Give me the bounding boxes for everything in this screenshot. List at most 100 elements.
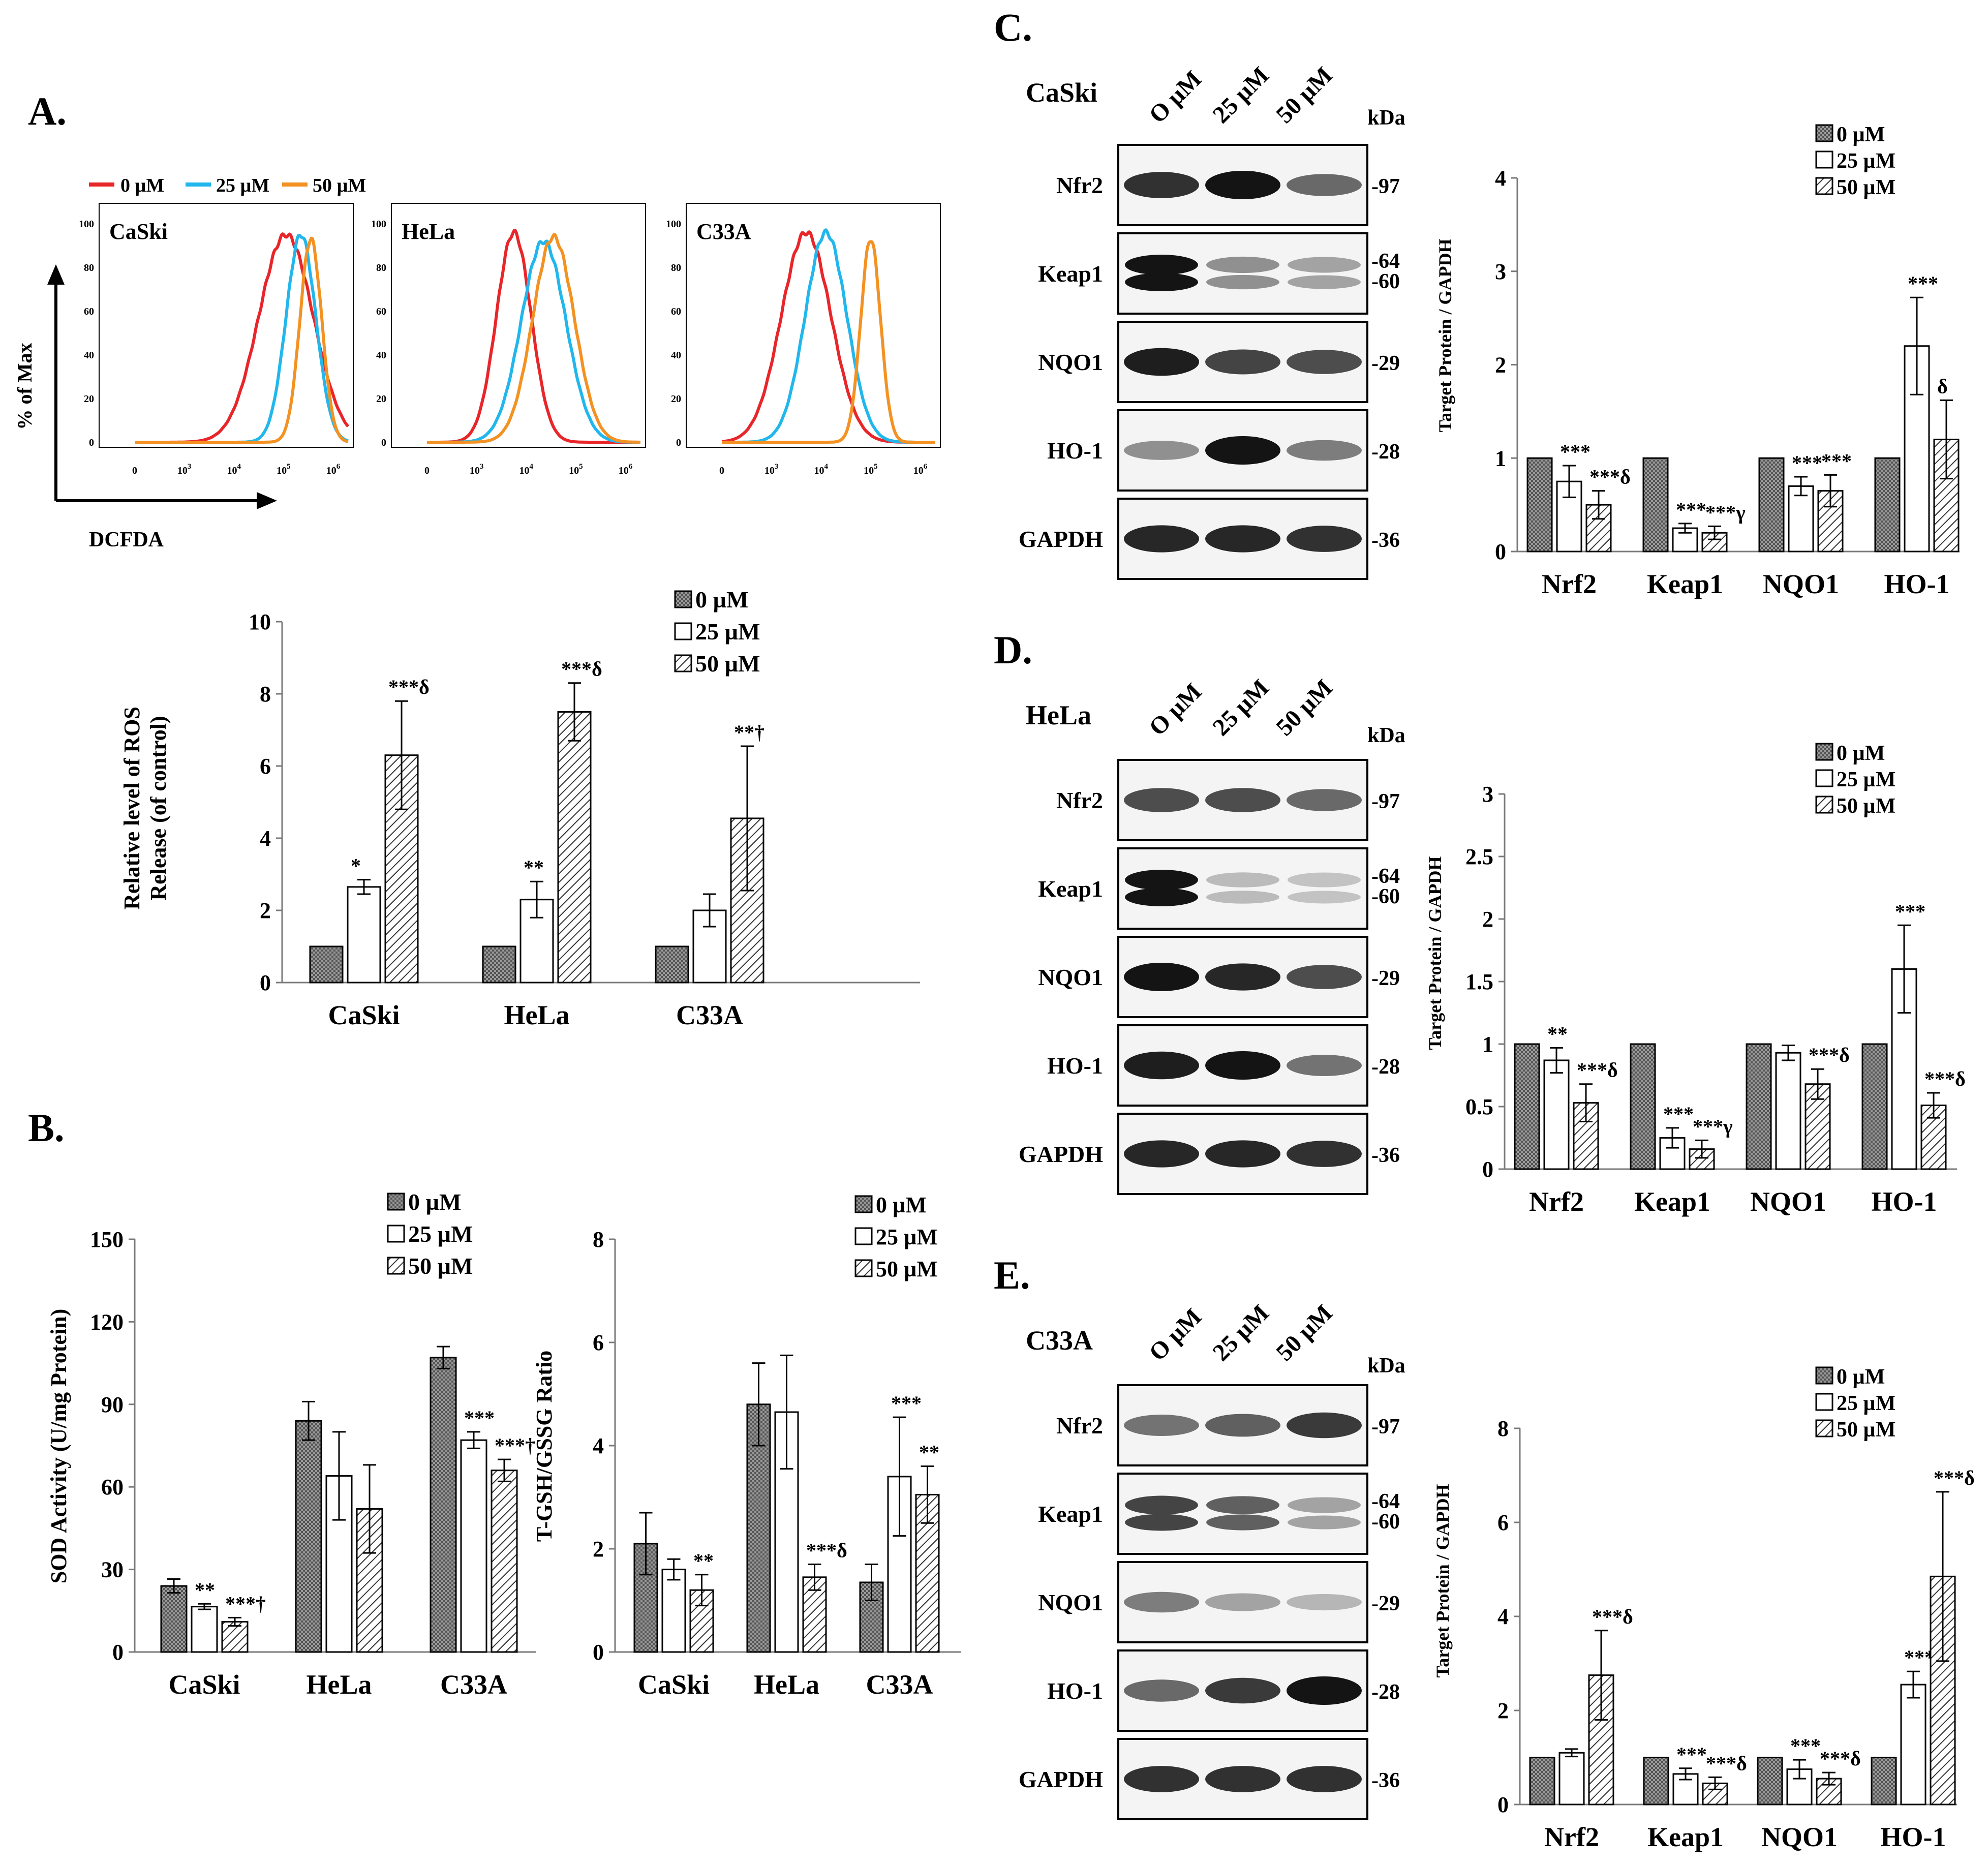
histogram-y-tick: 60	[84, 306, 94, 317]
significance-label: ***	[1560, 440, 1591, 463]
flow-legend: 0 µM 25 µM 50 µM	[89, 175, 366, 196]
panel-label-e: E.	[994, 1253, 1030, 1297]
histogram-x-tick: 103	[470, 463, 484, 476]
blot-band	[1205, 1766, 1280, 1792]
legend-swatch	[854, 1227, 873, 1245]
blot-row-gapdh: GAPDH -36	[1019, 1738, 1400, 1820]
y-axis-label: Release (of control)	[146, 716, 171, 900]
blot-row-nqo1: NQO1 -29	[1038, 321, 1400, 403]
blot-mw-marker: -36	[1371, 1769, 1400, 1792]
significance-label: ***†	[495, 1434, 535, 1457]
blot-band	[1287, 1594, 1362, 1611]
legend-label: 0 µM	[408, 1189, 461, 1215]
blot-band	[1287, 1766, 1362, 1792]
blot-band	[1287, 440, 1362, 461]
x-tick-label: Nrf2	[1529, 1186, 1584, 1217]
blot-band	[1287, 1412, 1362, 1439]
ros-bar-chart: 0 2 4 6 8 10 Relative level of ROS Release (of …	[119, 587, 920, 1030]
blot-mw-marker: -97	[1371, 175, 1400, 198]
legend-label: 0 µM	[1837, 123, 1885, 146]
x-tick-label: Nrf2	[1542, 569, 1597, 599]
legend-swatch	[1815, 1393, 1833, 1411]
flow-x-arrowhead	[257, 492, 277, 509]
blot-band	[1288, 872, 1361, 888]
blot-band	[1205, 171, 1280, 199]
y-tick-label: 2	[593, 1537, 604, 1562]
significance-label: ***	[464, 1406, 495, 1429]
significance-label: ***	[1792, 451, 1822, 474]
bar	[1757, 1757, 1783, 1806]
blot-row-gapdh: GAPDH -36	[1019, 498, 1400, 580]
bar-group-caski: **	[633, 1512, 714, 1653]
blot-lane-label: 25 µM	[1207, 1299, 1274, 1366]
blot-band	[1124, 1592, 1199, 1613]
blot-band	[1206, 256, 1279, 273]
y-tick-label: 4	[593, 1433, 604, 1458]
x-tick-label: CaSki	[638, 1669, 710, 1700]
x-tick-label: C33A	[866, 1669, 933, 1700]
legend-label: 0 µM	[1837, 1365, 1885, 1389]
blot-band	[1125, 1514, 1198, 1531]
x-tick-label: Keap1	[1634, 1186, 1710, 1217]
y-tick-label: 0.5	[1465, 1094, 1493, 1119]
legend-swatch	[1815, 1366, 1833, 1385]
y-tick-label: 0	[260, 970, 271, 995]
significance-label: ***δ	[1577, 1059, 1618, 1082]
blot-row-keap1: Keap1 -64-60	[1038, 232, 1400, 315]
blot-band	[1124, 172, 1199, 198]
y-tick-label: 0	[112, 1640, 124, 1665]
histogram-y-tick: 0	[89, 437, 94, 448]
blot-mw-marker: -64	[1371, 865, 1400, 888]
flow-histogram-caski: CaSki 0 20 40 60 80 100 0 103 104 105 106	[79, 203, 354, 476]
bar	[1817, 490, 1844, 553]
blot-band-label: HO-1	[1047, 1678, 1103, 1704]
x-tick-label: NQO1	[1750, 1186, 1826, 1217]
blot-row-keap1: Keap1 -64-60	[1038, 1473, 1400, 1555]
blot-lane-label: O µM	[1144, 1303, 1207, 1366]
y-tick-label: 0	[1497, 1792, 1509, 1817]
y-axis-label: SOD Activity (U/mg Protein)	[46, 1309, 71, 1584]
bar	[1526, 457, 1553, 553]
x-tick-label: HeLa	[307, 1669, 372, 1700]
significance-label: **	[195, 1578, 215, 1601]
significance-label: δ	[1937, 375, 1948, 397]
bar	[655, 945, 689, 984]
legend-swatch	[674, 590, 692, 608]
significance-label: ***δ	[806, 1539, 847, 1562]
blot-band	[1124, 525, 1199, 553]
significance-label: **	[524, 856, 544, 879]
legend-swatch	[387, 1192, 405, 1211]
bar	[1642, 457, 1669, 553]
bar	[1871, 1757, 1897, 1806]
blot-band	[1205, 1593, 1280, 1611]
blot-band-label: NQO1	[1038, 349, 1103, 375]
histogram-x-tick: 106	[326, 463, 341, 476]
blot-mw-marker: -60	[1371, 885, 1400, 908]
y-axis-label: Relative level of ROS	[119, 707, 144, 910]
legend-swatch	[1815, 150, 1833, 169]
blot-mw-marker: -29	[1371, 967, 1400, 990]
histogram-cell-label: CaSki	[109, 219, 168, 244]
y-tick-label: 1	[1482, 1032, 1493, 1057]
blot-band	[1124, 1415, 1199, 1436]
histogram-curve	[426, 229, 641, 444]
histogram-y-tick: 20	[671, 393, 681, 405]
legend-swatch	[387, 1225, 405, 1243]
x-tick-label: HeLa	[754, 1669, 819, 1700]
y-tick-label: 3	[1495, 259, 1506, 284]
significance-label: ***	[1676, 498, 1706, 521]
legend-label: 25 µM	[695, 619, 760, 645]
histogram-x-tick: 0	[424, 465, 430, 476]
significance-label: ***δ	[561, 658, 602, 681]
significance-label: ***	[1895, 900, 1925, 923]
blot-mw-marker: -60	[1371, 270, 1400, 293]
blot-band	[1287, 174, 1362, 196]
significance-label: **†	[734, 721, 764, 744]
blot-band	[1205, 349, 1280, 375]
legend-label: 25 µM	[1837, 149, 1895, 173]
blot-mw-marker: -28	[1371, 1680, 1400, 1704]
histogram-cell-label: HeLa	[402, 219, 455, 244]
bar	[557, 711, 592, 984]
